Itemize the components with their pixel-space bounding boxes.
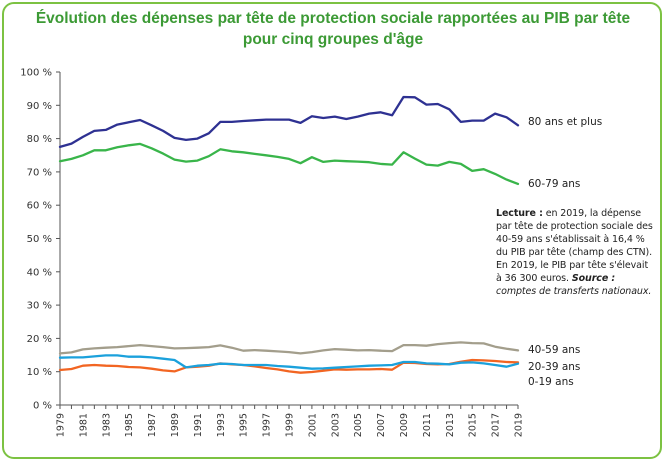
- y-tick-label: 70 %: [27, 167, 52, 178]
- x-tick-label: 1981: [78, 413, 89, 437]
- note-source-label: Source :: [571, 273, 616, 284]
- y-axis-ticks: 0 % 10 % 20 % 30 % 40 % 50 % 60 % 70 % 80 % 90 % 1…: [20, 68, 60, 412]
- chart-frame: [2, 2, 662, 459]
- x-tick-label: 2003: [330, 413, 341, 437]
- x-tick-label: 2009: [399, 413, 410, 437]
- x-tick-label: 2005: [353, 413, 364, 437]
- series-label-1: 60-79 ans: [528, 178, 580, 190]
- x-tick-label: 2007: [376, 413, 387, 437]
- series-label-2: 40-59 ans: [528, 344, 580, 356]
- series-labels: 80 ans et plus 60-79 ans 40-59 ans 20-39 an…: [528, 116, 602, 388]
- series-label-4: 0-19 ans: [528, 376, 574, 388]
- x-tick-label: 2019: [514, 413, 525, 437]
- x-tick-label: 1991: [193, 413, 204, 437]
- note-text: en 2019, la dépense par tête de protecti…: [496, 208, 653, 284]
- x-tick-label: 2015: [468, 413, 479, 437]
- chart-title-line-2: pour cinq groupes d'âge: [242, 31, 424, 48]
- y-tick-label: 100 %: [20, 68, 52, 79]
- y-tick-label: 20 %: [27, 334, 52, 345]
- x-tick-label: 1987: [147, 413, 158, 437]
- y-tick-label: 10 %: [27, 367, 52, 378]
- y-tick-label: 90 %: [27, 101, 52, 112]
- series-line-1: [58, 142, 520, 186]
- reading-note: Lecture : en 2019, la dépense par tête d…: [496, 207, 654, 298]
- note-source-text: comptes de transferts nationaux.: [496, 286, 652, 297]
- x-tick-label: 1997: [262, 413, 273, 437]
- x-tick-label: 2017: [491, 413, 502, 437]
- series-line-0: [58, 95, 520, 149]
- x-tick-label: 2013: [445, 413, 456, 437]
- x-tick-label: 2011: [422, 413, 433, 437]
- series-line-2: [58, 341, 520, 355]
- y-tick-label: 60 %: [27, 201, 52, 212]
- chart-title: Évolution des dépenses par tête de prote…: [10, 8, 656, 50]
- note-lecture-label: Lecture :: [496, 208, 543, 219]
- series-label-3: 20-39 ans: [528, 361, 580, 373]
- series-lines: [58, 95, 520, 374]
- x-tick-label: 1983: [101, 413, 112, 437]
- x-tick-label: 1995: [239, 413, 250, 437]
- x-tick-label: 1985: [124, 413, 135, 437]
- series-line-4: [58, 354, 520, 370]
- y-tick-label: 50 %: [27, 234, 52, 245]
- y-tick-label: 0 %: [33, 401, 52, 412]
- x-tick-label: 1999: [285, 413, 296, 437]
- y-tick-label: 40 %: [27, 267, 52, 278]
- x-tick-label: 1989: [170, 413, 181, 437]
- x-axis-ticks: 1979 1981 1983 1985 1987 1989 1991 1993 1995 1997…: [56, 405, 525, 437]
- y-tick-label: 30 %: [27, 301, 52, 312]
- x-tick-label: 1979: [56, 413, 67, 437]
- x-tick-label: 1993: [216, 413, 227, 437]
- series-label-0: 80 ans et plus: [528, 116, 602, 128]
- chart-title-line-1: Évolution des dépenses par tête de prote…: [35, 10, 631, 27]
- x-tick-label: 2001: [307, 413, 318, 437]
- y-tick-label: 80 %: [27, 134, 52, 145]
